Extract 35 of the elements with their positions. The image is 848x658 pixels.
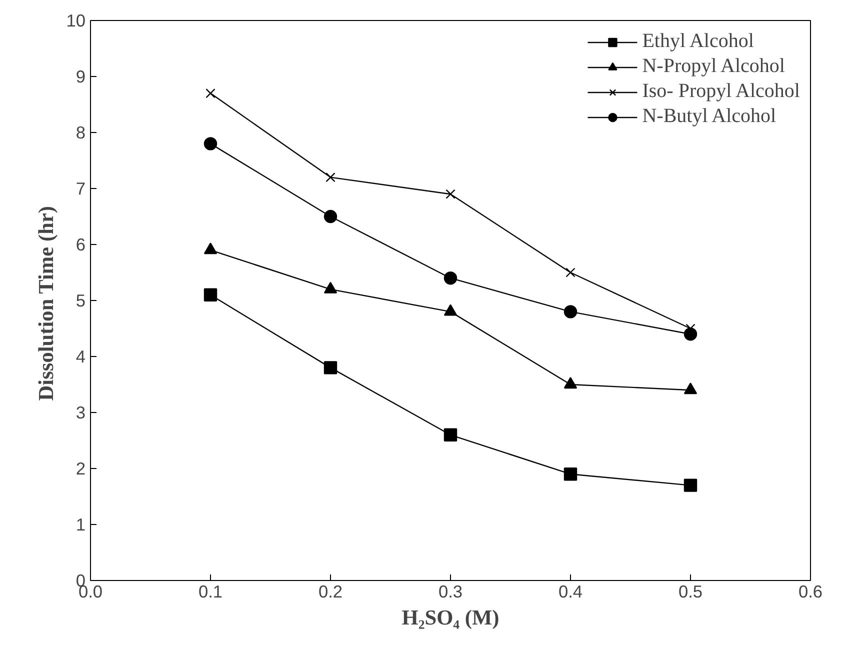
y-tick-label: 8 [76,122,86,142]
y-tick-label: 9 [76,66,86,86]
y-tick-label: 7 [76,178,86,198]
point [444,272,458,285]
point [204,137,218,150]
y-tick-label: 6 [76,234,86,254]
legend-label: N-Butyl Alcohol [642,105,776,128]
point [566,268,576,278]
y-tick-label: 4 [76,346,86,366]
point [206,88,216,98]
y-tick-label: 5 [76,290,86,310]
legend-label: Iso- Propyl Alcohol [642,80,800,103]
x-tick-label: 0.3 [438,582,463,602]
point [204,288,218,302]
point [564,468,578,481]
y-axis-title: Dissolution Time (hr) [34,206,58,401]
x-tick-label: 0.1 [198,582,223,602]
legend-label: Ethyl Alcohol [642,30,754,53]
x-tick-label: 0.2 [318,582,343,602]
point [324,361,338,374]
x-tick-label: 0.4 [558,582,583,602]
point [324,210,338,224]
point [446,189,456,199]
y-tick-label: 2 [76,458,86,478]
y-tick-label: 10 [66,10,86,30]
y-tick-label: 1 [76,514,86,534]
legend-label: N-Propyl Alcohol [642,55,785,78]
y-tick-label: 3 [76,402,86,422]
x-tick-label: 0.6 [798,582,823,602]
point [326,172,336,182]
x-tick-label: 0.5 [678,582,703,602]
point [444,428,458,442]
point [684,478,698,492]
x-axis-title: H₂SO₄ (M) [402,606,500,630]
point [564,305,578,318]
